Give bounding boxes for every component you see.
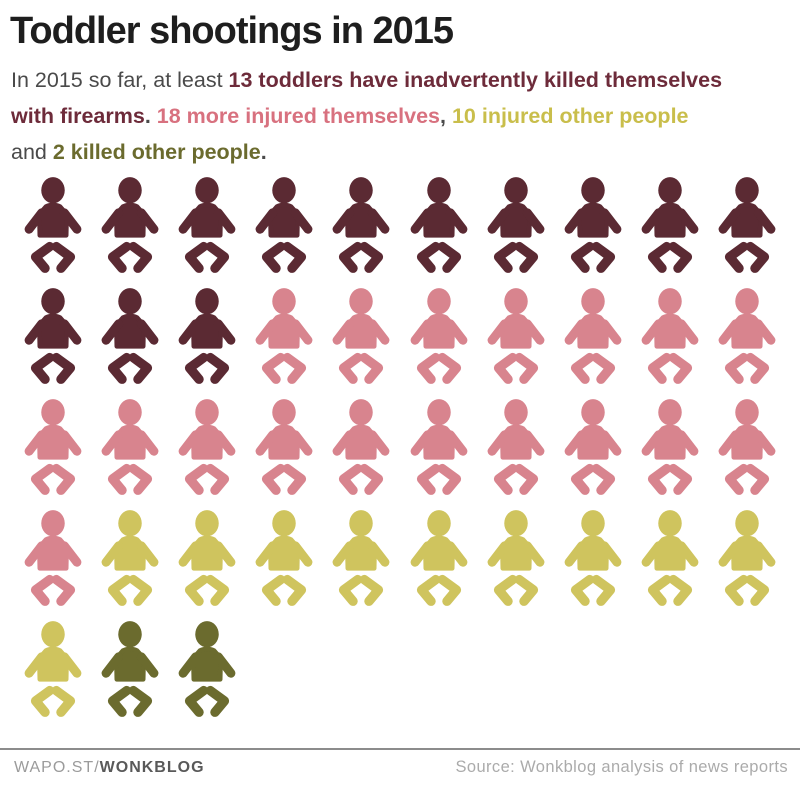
baby-icon-injured-other: [24, 621, 82, 717]
baby-icon-killed-other: [101, 621, 159, 717]
baby-icon-injured-self: [487, 399, 545, 495]
subtitle-segment: 18 more injured themselves: [156, 104, 440, 128]
baby-icon-injured-other: [641, 510, 699, 606]
footer: WAPO.ST/WONKBLOG Source: Wonkblog analys…: [14, 758, 788, 777]
baby-icon-injured-other: [332, 510, 390, 606]
subtitle-segment: with firearms: [11, 104, 145, 128]
baby-icon-killed-self: [101, 288, 159, 384]
baby-icon-killed-other: [178, 621, 236, 717]
baby-icon-killed-self: [178, 177, 236, 273]
brand-name: WONKBLOG: [99, 759, 205, 776]
baby-icon-injured-self: [641, 399, 699, 495]
baby-icon-killed-self: [101, 177, 159, 273]
baby-icon-injured-self: [255, 288, 313, 384]
subtitle-segment: 10 injured other people: [451, 104, 689, 128]
source-credit: Source: Wonkblog analysis of news report…: [455, 758, 788, 776]
baby-icon-killed-self: [487, 177, 545, 273]
baby-icon-injured-self: [178, 399, 236, 495]
baby-icon-injured-self: [24, 510, 82, 606]
brand: WAPO.ST/WONKBLOG: [14, 759, 205, 777]
subtitle-segment: 13 toddlers have inadvertently killed th…: [228, 68, 723, 92]
baby-icon-injured-other: [410, 510, 467, 606]
baby-icon-injured-self: [410, 399, 467, 495]
baby-icon-injured-other: [487, 510, 545, 606]
baby-icon-injured-other: [178, 510, 236, 606]
baby-icon-injured-self: [487, 288, 545, 384]
baby-icon-killed-self: [410, 177, 467, 273]
baby-icon-killed-self: [564, 177, 622, 273]
subtitle-segment: In 2015 so far, at least: [11, 68, 229, 92]
baby-icon-killed-self: [178, 288, 236, 384]
subtitle-segment: .: [260, 140, 267, 164]
chart-title: Toddler shootings in 2015: [10, 10, 454, 52]
baby-icon-injured-self: [564, 399, 622, 495]
baby-icon-injured-self: [410, 288, 467, 384]
baby-icon-injured-self: [718, 288, 776, 384]
baby-icon-injured-other: [564, 510, 622, 606]
subtitle-segment: 2 killed other people: [52, 140, 261, 164]
subtitle-segment: ,: [440, 104, 452, 128]
baby-icon-injured-self: [718, 399, 776, 495]
baby-icon-injured-self: [641, 288, 699, 384]
baby-icon-killed-self: [24, 177, 82, 273]
baby-icon-injured-self: [564, 288, 622, 384]
subtitle-segment: and: [11, 140, 53, 164]
baby-icon-killed-self: [24, 288, 82, 384]
pictogram-grid: [14, 176, 786, 718]
baby-icon-injured-self: [101, 399, 159, 495]
baby-icon-injured-self: [24, 399, 82, 495]
subtitle-line: and 2 killed other people.: [11, 134, 790, 170]
baby-icon-killed-self: [332, 177, 390, 273]
subtitle-segment: .: [144, 104, 157, 128]
baby-icon-injured-self: [255, 399, 313, 495]
baby-icon-injured-self: [332, 288, 390, 384]
subtitle-line: In 2015 so far, at least 13 toddlers hav…: [11, 62, 790, 98]
subtitle-line: with firearms. 18 more injured themselve…: [11, 98, 790, 134]
baby-icon-injured-self: [332, 399, 390, 495]
baby-icon-injured-other: [101, 510, 159, 606]
brand-prefix: WAPO.ST/: [14, 759, 100, 776]
footer-divider: [0, 748, 800, 750]
baby-icon-killed-self: [255, 177, 313, 273]
baby-icon-killed-self: [718, 177, 776, 273]
baby-icon-injured-other: [255, 510, 313, 606]
chart-subtitle: In 2015 so far, at least 13 toddlers hav…: [11, 62, 790, 170]
baby-icon-injured-other: [718, 510, 776, 606]
baby-icon-killed-self: [641, 177, 699, 273]
